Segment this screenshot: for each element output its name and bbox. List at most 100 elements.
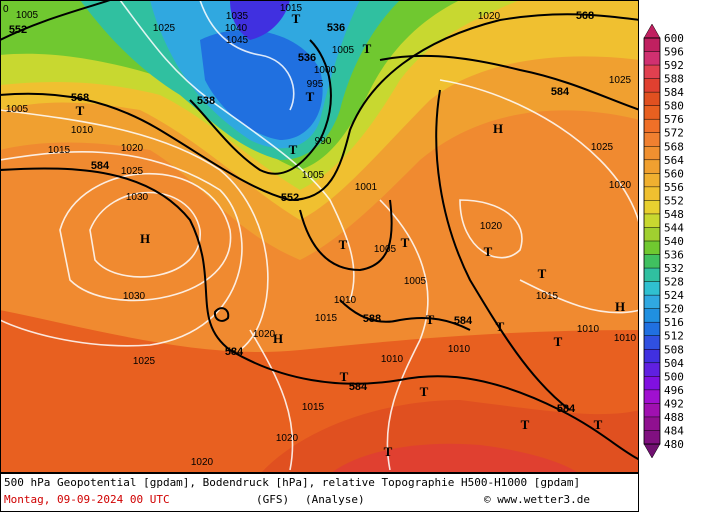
pressure-label: 1040 [225, 23, 248, 34]
pressure-label: 1015 [48, 145, 71, 156]
colorbar-swatch [644, 241, 660, 255]
colorbar-swatch [644, 92, 660, 106]
pressure-system-label: T [292, 11, 301, 26]
colorbar-swatch [644, 430, 660, 444]
pressure-system-label: T [306, 89, 315, 104]
pressure-label: 1001 [355, 182, 378, 193]
colorbar-label: 488 [664, 411, 684, 424]
pressure-label: 1020 [276, 433, 299, 444]
pressure-label: 1020 [121, 143, 144, 154]
colorbar-label: 496 [664, 384, 684, 397]
pressure-label: 1020 [478, 11, 501, 22]
pressure-label: 1010 [614, 333, 637, 344]
pressure-label: 1010 [334, 295, 357, 306]
pressure-label: 1010 [381, 354, 404, 365]
colorbar-swatch [644, 51, 660, 66]
geopotential-label: 568 [576, 10, 594, 22]
colorbar-bottom-arrow [643, 443, 661, 459]
colorbar-label: 520 [664, 303, 684, 316]
colorbar-swatch [644, 227, 660, 241]
colorbar: 6005965925885845805765725685645605565525… [643, 23, 684, 459]
pressure-label: 1010 [448, 344, 471, 355]
pressure-label: 1005 [404, 276, 427, 287]
geopotential-contours [1, 1, 638, 461]
pressure-system-label: T [401, 235, 410, 250]
geopotential-label: 584 [91, 160, 110, 172]
pressure-label: 1010 [71, 125, 94, 136]
colorbar-swatch [644, 105, 660, 120]
pressure-label: 1025 [591, 142, 614, 153]
pressure-label: 1025 [133, 356, 156, 367]
region-584 [261, 400, 638, 472]
colorbar-label: 492 [664, 397, 684, 410]
colorbar-swatch [644, 268, 660, 282]
pressure-label: 1005 [6, 104, 29, 115]
pressure-label: 1015 [302, 402, 325, 413]
pressure-label: 1020 [253, 329, 276, 340]
pressure-label: 1000 [314, 65, 337, 76]
pressure-label: 1015 [315, 313, 338, 324]
map-frame [0, 0, 639, 473]
pressure-system-label: H [140, 231, 150, 246]
colorbar-label: 588 [664, 73, 684, 86]
geopotential-label: 584 [557, 403, 576, 415]
pressure-system-label: H [615, 299, 625, 314]
pressure-label: 1030 [126, 192, 149, 203]
colorbar-swatch [644, 119, 660, 133]
colorbar-swatch [644, 132, 660, 147]
colorbar-frame [643, 37, 661, 445]
pressure-system-label: T [426, 312, 435, 327]
region-516 [200, 30, 323, 140]
colorbar-label: 504 [664, 357, 684, 370]
colorbar-swatch [644, 65, 660, 79]
pressure-label: 1015 [536, 291, 559, 302]
colorbar-label: 508 [664, 343, 684, 356]
colorbar-swatch [644, 416, 660, 431]
colorbar-swatch [644, 349, 660, 363]
geopotential-label: 584 [225, 346, 244, 358]
colorbar-label: 484 [664, 424, 684, 437]
pressure-label: 1045 [226, 35, 249, 46]
pressure-label: 1020 [609, 180, 632, 191]
pressure-system-label: T [363, 41, 372, 56]
pressure-label: 1025 [121, 166, 144, 177]
colorbar-swatch [644, 281, 660, 296]
colorbar-label: 576 [664, 113, 684, 126]
colorbar-label: 572 [664, 127, 684, 140]
caption-date: Montag, 09-09-2024 00 UTC [4, 493, 170, 506]
colorbar-label: 584 [664, 86, 684, 99]
colorbar-label: 568 [664, 140, 684, 153]
colorbar-swatch [644, 78, 660, 93]
pressure-label: 1025 [609, 75, 632, 86]
pressure-system-label: T [496, 319, 505, 334]
pressure-label: 1005 [374, 244, 397, 255]
colorbar-label: 556 [664, 181, 684, 194]
colorbar-swatch [644, 308, 660, 323]
pressure-system-label: T [521, 417, 530, 432]
isobars [1, 1, 638, 471]
map-area [1, 1, 638, 472]
colorbar-swatch [644, 389, 660, 404]
colorbar-swatch [644, 254, 660, 269]
caption-model: (GFS) [256, 493, 289, 506]
colorbar-label: 516 [664, 316, 684, 329]
pressure-label: 1005 [332, 45, 355, 56]
colorbar-label: 540 [664, 235, 684, 248]
geopotential-label: 584 [551, 86, 570, 98]
geopotential-label: 536 [327, 22, 345, 34]
pressure-system-label: T [384, 444, 393, 459]
pressure-label: 1035 [226, 11, 249, 22]
pressure-label: 1020 [191, 457, 214, 468]
pressure-system-label: T [340, 369, 349, 384]
pressure-system-label: H [493, 121, 503, 136]
colorbar-label: 560 [664, 167, 684, 180]
colorbar-top-arrow [643, 23, 661, 39]
colorbar-swatch [644, 362, 660, 377]
colorbar-label: 512 [664, 330, 684, 343]
pressure-label: 990 [315, 136, 332, 147]
caption-title: 500 hPa Geopotential [gpdam], Bodendruck… [4, 476, 580, 489]
pressure-label: 995 [307, 79, 324, 90]
colorbar-label: 600 [664, 32, 684, 45]
caption-run: (Analyse) [305, 493, 365, 506]
